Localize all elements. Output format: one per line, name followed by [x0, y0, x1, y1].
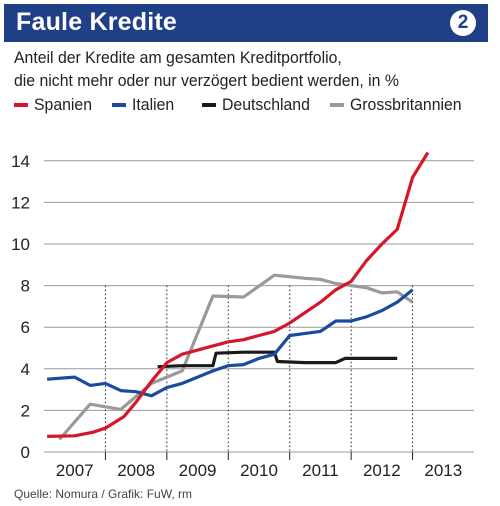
x-tick-label: 2009 — [179, 461, 217, 480]
y-tick-label: 0 — [21, 443, 30, 462]
y-tick-label: 14 — [11, 152, 30, 171]
y-tick-label: 12 — [11, 193, 30, 212]
legend-swatch-spanien — [14, 103, 28, 107]
title-bar: Faule Kredite 2 — [4, 4, 488, 42]
legend-swatch-italien — [112, 103, 126, 107]
y-tick-label: 6 — [21, 318, 30, 337]
subtitle-line-1: Anteil der Kredite am gesamten Kreditpor… — [14, 48, 342, 67]
figure-number-badge: 2 — [450, 10, 476, 36]
y-tick-label: 2 — [21, 401, 30, 420]
x-tick-label: 2010 — [240, 461, 278, 480]
legend-swatch-deutschland — [202, 103, 216, 107]
x-tick-label: 2007 — [56, 461, 94, 480]
series-line-deutschland — [157, 350, 398, 369]
legend-label-spanien: Spanien — [34, 95, 93, 114]
legend-label-grossbritannien: Grossbritannien — [350, 95, 462, 114]
source-note: Quelle: Nomura / Grafik: FuW, rm — [14, 487, 193, 501]
x-tick-label: 2013 — [424, 461, 462, 480]
x-tick-label: 2011 — [302, 461, 339, 480]
series-line-spanien — [47, 151, 430, 438]
x-tick-label: 2008 — [117, 461, 155, 480]
x-tick-label: 2012 — [363, 461, 401, 480]
series-line-grossbritannien — [58, 273, 414, 441]
series-line-italien — [46, 288, 414, 398]
y-tick-label: 4 — [21, 360, 30, 379]
legend-swatch-grossbritannien — [330, 103, 344, 107]
y-tick-label: 8 — [21, 277, 30, 296]
subtitle-line-2: die nicht mehr oder nur verzögert bedien… — [14, 71, 399, 90]
legend-label-italien: Italien — [132, 95, 175, 114]
legend-label-deutschland: Deutschland — [222, 95, 310, 114]
chart-title: Faule Kredite — [16, 8, 177, 36]
y-tick-label: 10 — [11, 235, 30, 254]
